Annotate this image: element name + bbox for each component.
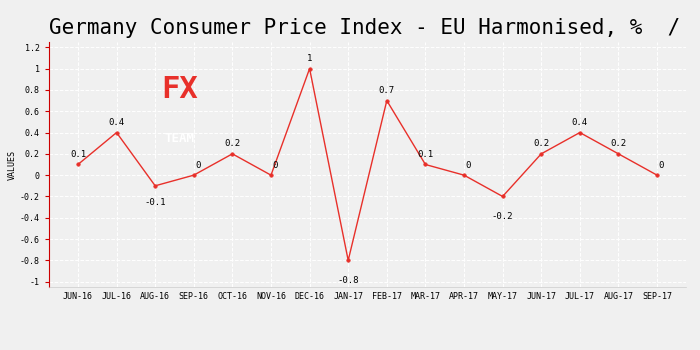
Text: 0.1: 0.1 (417, 150, 433, 159)
Y-axis label: VALUES: VALUES (8, 149, 18, 180)
Text: 0.4: 0.4 (108, 118, 125, 127)
Text: 0.2: 0.2 (533, 139, 550, 148)
Text: 0: 0 (272, 161, 278, 170)
Text: 0: 0 (659, 161, 664, 170)
Text: -0.1: -0.1 (144, 198, 166, 207)
Text: 0: 0 (195, 161, 201, 170)
Text: 0.4: 0.4 (572, 118, 588, 127)
Text: 0.1: 0.1 (70, 150, 86, 159)
Text: 1: 1 (307, 54, 312, 63)
Text: 0.2: 0.2 (610, 139, 626, 148)
Text: TEAM: TEAM (164, 132, 195, 145)
Text: -0.8: -0.8 (337, 276, 359, 285)
Text: 0.2: 0.2 (224, 139, 240, 148)
Text: 0: 0 (466, 161, 471, 170)
Text: FX: FX (161, 75, 198, 104)
Text: 0.7: 0.7 (379, 86, 395, 95)
Text: -0.2: -0.2 (492, 212, 513, 221)
Text: Germany Consumer Price Index - EU Harmonised, %  /: Germany Consumer Price Index - EU Harmon… (49, 18, 680, 38)
